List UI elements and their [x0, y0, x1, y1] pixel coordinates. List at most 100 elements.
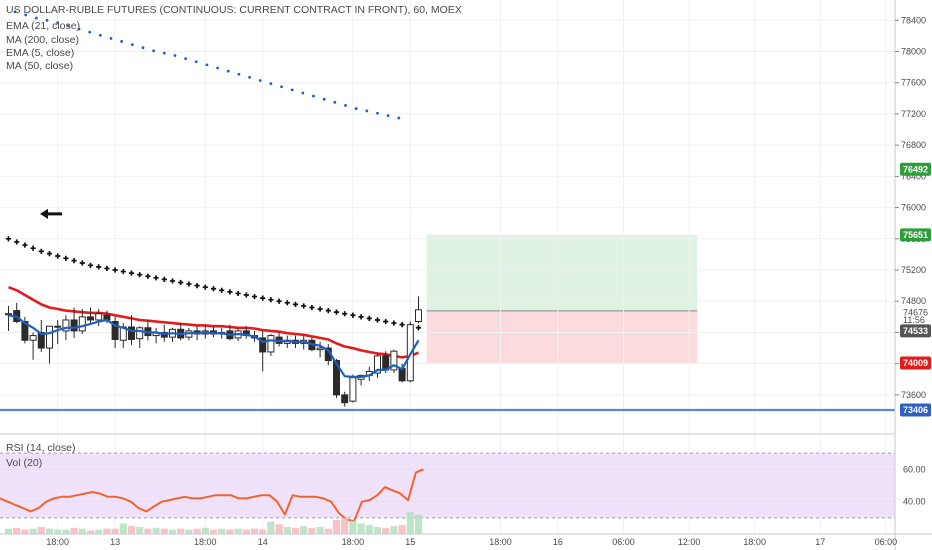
- candle[interactable]: [374, 352, 381, 378]
- candle[interactable]: [29, 332, 37, 360]
- price-badge-label: 74676: [903, 307, 928, 317]
- ema5-path[interactable]: [8, 314, 420, 378]
- ma200-point: [226, 69, 230, 73]
- price-axis[interactable]: 7360074000744007480075200756007600076400…: [894, 0, 932, 550]
- time-tick-label: 14: [258, 537, 268, 547]
- ma200-point: [354, 107, 358, 110]
- ma50-point: [292, 301, 299, 307]
- stop-zone[interactable]: [426, 310, 698, 363]
- candle[interactable]: [267, 334, 275, 356]
- candle[interactable]: [111, 316, 119, 349]
- ma50-point: [219, 287, 225, 293]
- candle[interactable]: [54, 319, 62, 345]
- volume-bar: [373, 526, 382, 534]
- long-position-tool[interactable]: [426, 234, 698, 363]
- ma200-point: [280, 85, 283, 89]
- ma200-point: [77, 27, 81, 31]
- ma50-point: [112, 267, 118, 273]
- ema21-path[interactable]: [8, 285, 419, 359]
- axis-background: [895, 0, 932, 550]
- candle[interactable]: [78, 309, 86, 335]
- volume-bar: [218, 528, 226, 534]
- price-tick-label: 78400: [901, 15, 926, 25]
- ma200-point: [45, 18, 49, 22]
- volume-bar: [4, 528, 13, 534]
- ema5-line[interactable]: [8, 314, 420, 378]
- ma50-point: [309, 304, 315, 311]
- price-badge-label: 11:56: [903, 315, 925, 325]
- legend-ema21[interactable]: EMA (21, close): [6, 20, 81, 32]
- time-tick-label: 06:00: [612, 537, 635, 547]
- ma50-point: [14, 239, 20, 245]
- ma50-point: [79, 260, 85, 266]
- ma200-line[interactable]: [13, 10, 401, 120]
- legend-ema5[interactable]: EMA (5, close): [6, 47, 75, 59]
- ma50-point: [161, 276, 167, 282]
- ma50-point: [383, 318, 389, 325]
- rsi-tick-label: 60.00: [903, 464, 926, 474]
- ma50-point: [374, 317, 381, 323]
- candle-body: [136, 327, 144, 340]
- ma200-point: [173, 54, 177, 57]
- candle[interactable]: [415, 296, 422, 324]
- volume-bar: [54, 529, 62, 534]
- price-badge-bg: [900, 356, 931, 370]
- time-axis[interactable]: 18:00 13 18:00 14 18:00 15 18:00 16 06:00 12:00 18…: [0, 533, 932, 547]
- volume-bar: [357, 523, 365, 534]
- candle[interactable]: [5, 305, 12, 331]
- candle[interactable]: [341, 391, 349, 407]
- candle-body: [5, 313, 12, 316]
- ma50-point: [235, 290, 241, 297]
- volume-bar: [201, 527, 209, 534]
- ma50-point: [63, 255, 69, 261]
- ma50-point: [260, 295, 266, 301]
- candle[interactable]: [316, 341, 324, 358]
- ma200-point: [344, 104, 347, 107]
- legend-ma50[interactable]: MA (50, close): [6, 60, 74, 72]
- volume-bar: [398, 525, 406, 534]
- candle[interactable]: [390, 349, 398, 374]
- candle[interactable]: [37, 319, 45, 352]
- price-tick-label: 73600: [901, 390, 926, 400]
- price-badge-bg: [900, 403, 931, 417]
- time-tick-label: 18:00: [46, 537, 69, 547]
- ma50-point: [210, 286, 217, 292]
- candle[interactable]: [21, 316, 29, 344]
- ema21-line[interactable]: [8, 285, 419, 359]
- legend-ma200[interactable]: MA (200, close): [6, 34, 79, 46]
- ma200-point: [141, 46, 145, 50]
- ma50-point: [169, 278, 176, 284]
- candle[interactable]: [349, 374, 357, 403]
- volume-bar: [13, 527, 21, 534]
- volume-bar: [119, 523, 127, 534]
- volume-bar: [86, 530, 95, 534]
- left-arrow-icon[interactable]: [40, 208, 62, 219]
- candle[interactable]: [95, 309, 103, 327]
- ma50-line[interactable]: [5, 236, 422, 331]
- rsi-pane[interactable]: [0, 433, 895, 523]
- ma50-point: [104, 265, 110, 272]
- candle[interactable]: [70, 307, 78, 338]
- candle-body: [62, 319, 70, 332]
- volume-bar: [291, 527, 300, 534]
- legend-rsi[interactable]: RSI (14, close): [6, 442, 76, 454]
- candle-body: [78, 316, 86, 332]
- time-tick-label: 06:00: [875, 537, 898, 547]
- chart-title: US DOLLAR-RUBLE FUTURES (CONTINUOUS: CUR…: [6, 4, 462, 16]
- volume-bar: [242, 529, 250, 534]
- target-zone[interactable]: [426, 234, 698, 311]
- ma200-point: [152, 49, 156, 53]
- ma200-point: [120, 40, 124, 43]
- left-arrow-shape[interactable]: [40, 208, 62, 219]
- candle-body: [95, 313, 103, 321]
- candle[interactable]: [87, 307, 94, 324]
- legend-vol[interactable]: Vol (20): [6, 457, 43, 469]
- candle-body: [333, 360, 340, 396]
- time-tick-label: 15: [405, 537, 415, 547]
- candle-body: [87, 316, 94, 321]
- candle[interactable]: [259, 330, 267, 372]
- candle-body: [37, 331, 45, 349]
- price-pane[interactable]: [0, 0, 895, 430]
- volume-bars: [4, 512, 423, 534]
